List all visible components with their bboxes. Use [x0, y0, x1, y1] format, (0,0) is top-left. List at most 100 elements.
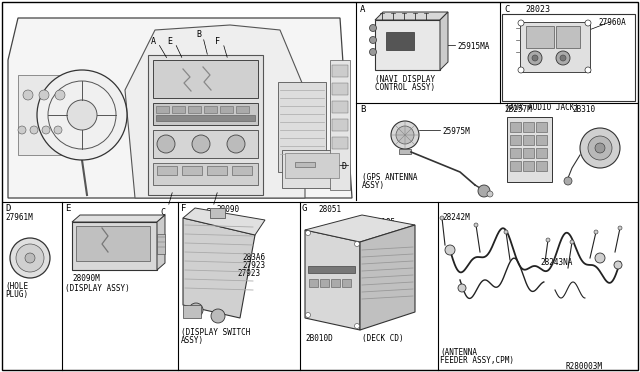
Bar [502, 14, 635, 101]
Circle shape [532, 55, 538, 61]
Polygon shape [183, 218, 255, 318]
Circle shape [39, 90, 49, 100]
Bar [526, 26, 554, 48]
Bar [520, 22, 590, 72]
Text: 28051: 28051 [318, 205, 341, 214]
Bar [536, 148, 547, 158]
Bar [523, 135, 534, 145]
Bar [386, 32, 414, 50]
Circle shape [546, 238, 550, 242]
Bar [523, 161, 534, 171]
Polygon shape [183, 208, 265, 235]
Bar [332, 83, 348, 95]
Circle shape [30, 126, 38, 134]
Text: 27961M: 27961M [5, 213, 33, 222]
Text: (AUX AUDIO JACK): (AUX AUDIO JACK) [505, 103, 579, 112]
Polygon shape [157, 215, 165, 270]
Text: 28090: 28090 [216, 205, 239, 214]
Circle shape [355, 241, 360, 247]
Bar [220, 106, 233, 113]
Text: C: C [161, 208, 166, 217]
Text: 2B257M: 2B257M [504, 105, 532, 114]
Bar [536, 122, 547, 132]
Text: 2B310: 2B310 [572, 105, 595, 114]
Circle shape [595, 143, 605, 153]
Bar [510, 122, 521, 132]
Bar [342, 279, 351, 287]
Bar [183, 305, 201, 318]
Bar [523, 122, 534, 132]
Circle shape [189, 303, 203, 317]
Text: (DECK CD): (DECK CD) [362, 334, 404, 343]
Text: 2B010D: 2B010D [305, 334, 333, 343]
Text: N: N [79, 110, 84, 119]
Bar [18, 75, 68, 155]
Bar [210, 208, 225, 218]
Bar [72, 222, 157, 270]
Bar [507, 117, 552, 182]
Bar [332, 101, 348, 113]
Text: A: A [150, 37, 156, 46]
Text: ASSY): ASSY) [181, 336, 204, 345]
Circle shape [355, 324, 360, 328]
Circle shape [585, 67, 591, 73]
Circle shape [478, 185, 490, 197]
Circle shape [440, 216, 444, 220]
Polygon shape [440, 12, 448, 70]
Text: 27923: 27923 [242, 261, 265, 270]
Bar [278, 82, 326, 172]
Text: (DISPLAY SWITCH: (DISPLAY SWITCH [181, 328, 250, 337]
Text: 27923: 27923 [237, 269, 260, 278]
Bar [556, 26, 580, 48]
Text: 27960A: 27960A [598, 18, 626, 27]
Circle shape [157, 135, 175, 153]
Polygon shape [8, 18, 352, 198]
Bar [172, 106, 185, 113]
Circle shape [305, 312, 310, 317]
Bar [510, 135, 521, 145]
Bar [330, 60, 350, 190]
Bar [156, 115, 255, 121]
Text: E: E [65, 204, 70, 213]
Text: (ANTENNA: (ANTENNA [440, 348, 477, 357]
Bar [332, 137, 348, 149]
Bar [295, 162, 315, 167]
Text: (GPS ANTENNA: (GPS ANTENNA [362, 173, 417, 182]
Bar [309, 279, 318, 287]
Circle shape [585, 20, 591, 26]
Bar [156, 106, 169, 113]
Circle shape [396, 126, 414, 144]
Text: 28090M: 28090M [72, 274, 100, 283]
Text: FEEDER ASSY,CPM): FEEDER ASSY,CPM) [440, 356, 514, 365]
Text: G: G [205, 208, 211, 217]
Bar [536, 135, 547, 145]
Circle shape [556, 51, 570, 65]
Polygon shape [305, 230, 360, 330]
Polygon shape [305, 215, 415, 242]
Circle shape [487, 191, 493, 197]
Bar [182, 166, 202, 175]
Circle shape [227, 135, 245, 153]
Polygon shape [72, 215, 165, 222]
Bar [510, 148, 521, 158]
Bar [153, 130, 258, 158]
Circle shape [588, 136, 612, 160]
Polygon shape [125, 25, 305, 198]
Circle shape [504, 230, 508, 234]
Bar [510, 161, 521, 171]
Text: F: F [181, 204, 186, 213]
Circle shape [305, 231, 310, 235]
Text: R280003M: R280003M [565, 362, 602, 371]
Text: CONTROL ASSY): CONTROL ASSY) [375, 83, 435, 92]
Circle shape [67, 100, 97, 130]
Circle shape [25, 253, 35, 263]
Text: PLUG): PLUG) [5, 290, 28, 299]
Circle shape [192, 135, 210, 153]
Circle shape [518, 67, 524, 73]
Text: 28242M: 28242M [442, 213, 470, 222]
Circle shape [580, 128, 620, 168]
Text: D: D [342, 162, 347, 171]
Circle shape [391, 121, 419, 149]
Bar [536, 161, 547, 171]
Text: B: B [360, 105, 365, 114]
